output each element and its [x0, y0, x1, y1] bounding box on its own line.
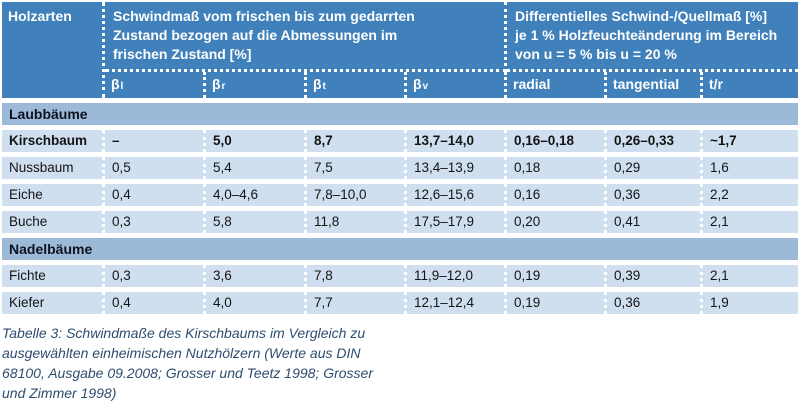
cell-value: 0,4	[105, 184, 206, 206]
header-holzarten: Holzarten	[2, 2, 105, 98]
cell-value: 0,19	[507, 265, 607, 287]
cell-value: 12,6–15,6	[407, 184, 507, 206]
cell-value: 0,16–0,18	[507, 130, 607, 152]
row-label: Kirschbaum	[2, 130, 105, 152]
cell-value: 0,36	[607, 184, 703, 206]
cell-value: 8,7	[307, 130, 407, 152]
cell-value: 4,0–4,6	[206, 184, 307, 206]
cell-value: 0,3	[105, 265, 206, 287]
cell-value: 3,6	[206, 265, 307, 287]
cell-value: 7,7	[307, 292, 407, 314]
section-header: Nadelbäume	[2, 238, 798, 260]
cell-value: –	[105, 130, 206, 152]
cell-value: ~1,7	[710, 133, 737, 148]
header-t-r: t/r	[703, 72, 798, 98]
beta-symbol: β	[111, 75, 120, 92]
cell-value: 17,5–17,9	[407, 211, 507, 233]
cell-value: 2,2	[710, 187, 729, 202]
cell-value: 7,8	[307, 265, 407, 287]
header-radial: radial	[507, 72, 607, 98]
table-row: Fichte 0,3 3,6 7,8 11,9–12,0 0,19 0,39 2,1	[2, 265, 798, 287]
beta-symbol: β	[313, 75, 322, 92]
cell-value: 0,5	[105, 157, 206, 179]
cell-value: 4,0	[206, 292, 307, 314]
cell-value: 0,36	[607, 292, 703, 314]
row-label: Buche	[2, 211, 105, 233]
table-body: Laubbäume Kirschbaum –5,0 8,7 13,7–14,0 0,16–…	[2, 103, 798, 314]
cell-value: 7,5	[307, 157, 407, 179]
cell-value: 13,4–13,9	[407, 157, 507, 179]
table-header: Holzarten Schwindmaß vom frischen bis zu…	[2, 2, 798, 98]
cell-value: 11,9–12,0	[407, 265, 507, 287]
cell-value: 11,8	[307, 211, 407, 233]
cell-value: 12,1–12,4	[407, 292, 507, 314]
cell-value: 7,8–10,0	[307, 184, 407, 206]
table-row: Kiefer 0,4 4,0 7,7 12,1–12,4 0,19 0,36 1,9	[2, 292, 798, 314]
row-label: Nussbaum	[2, 157, 105, 179]
cell-value: 5,8	[206, 211, 307, 233]
row-label: Fichte	[2, 265, 105, 287]
table-row: Eiche 0,4 4,0–4,6 7,8–10,0 12,6–15,6 0,16 0,36…	[2, 184, 798, 206]
cell-value: 0,16	[507, 184, 607, 206]
cell-value: 13,7–14,0	[407, 130, 507, 152]
cell-value: 0,26–0,33	[607, 130, 703, 152]
section-header: Laubbäume	[2, 103, 798, 125]
cell-value: 1,6	[710, 160, 729, 175]
table-row: Nussbaum 0,5 5,4 7,5 13,4–13,9 0,18 0,29 1,6	[2, 157, 798, 179]
beta-symbol: β	[212, 75, 221, 92]
cell-value: 5,0	[206, 130, 307, 152]
table-row: Kirschbaum –5,0 8,7 13,7–14,0 0,16–0,18 0,26–…	[2, 130, 798, 152]
header-tangential: tangential	[607, 72, 703, 98]
header-schwindmass-group: Schwindmaß vom frischen bis zum gedarrte…	[105, 2, 507, 72]
cell-value: 0,3	[105, 211, 206, 233]
cell-value: 2,1	[710, 214, 729, 229]
cell-value: 5,4	[206, 157, 307, 179]
table-caption: Tabelle 3: Schwindmaße des Kirschbaums i…	[2, 325, 373, 401]
beta-symbol: β	[413, 75, 422, 92]
header-differentielles-group: Differentielles Schwind-/Quellmaß [%] je…	[507, 2, 798, 72]
cell-value: 0,4	[105, 292, 206, 314]
row-label: Kiefer	[2, 292, 105, 314]
cell-value: 0,41	[607, 211, 703, 233]
cell-value: 0,20	[507, 211, 607, 233]
cell-value: 2,1	[710, 268, 729, 283]
table-row: Buche 0,3 5,8 11,8 17,5–17,9 0,20 0,41 2,1	[2, 211, 798, 233]
cell-value: 0,39	[607, 265, 703, 287]
row-label: Eiche	[2, 184, 105, 206]
cell-value: 0,18	[507, 157, 607, 179]
cell-value: 0,19	[507, 292, 607, 314]
cell-value: 0,29	[607, 157, 703, 179]
cell-value: 1,9	[710, 295, 729, 310]
